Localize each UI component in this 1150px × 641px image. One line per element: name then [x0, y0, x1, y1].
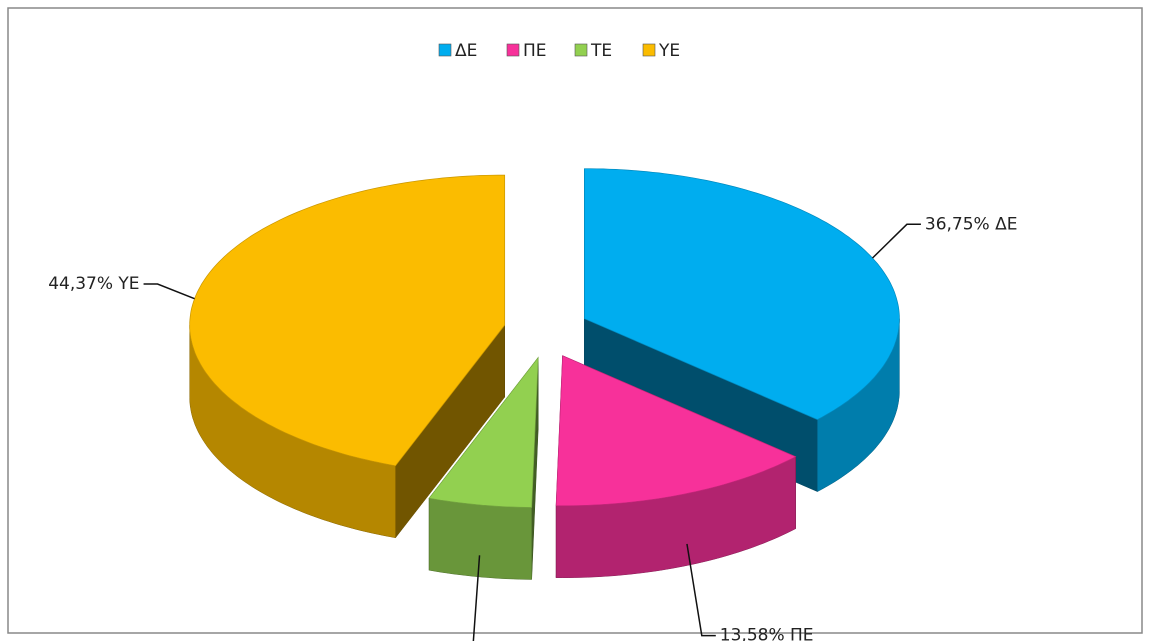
slice-wall — [428, 497, 532, 580]
slice — [189, 174, 506, 467]
leader-line — [686, 543, 716, 637]
data-label: 36,75% ΔΕ — [925, 214, 1018, 234]
legend-swatch — [438, 43, 452, 57]
leader-line — [871, 223, 921, 259]
data-label: 44,37% ΥΕ — [48, 274, 139, 294]
slice — [555, 355, 797, 507]
legend-label: ΠΕ — [523, 41, 547, 61]
data-label: 13,58% ΠΕ — [720, 626, 814, 641]
legend-swatch — [506, 43, 520, 57]
leader-line — [472, 555, 481, 641]
legend-label: ΥΕ — [658, 41, 680, 61]
legend-label: ΔΕ — [455, 41, 477, 61]
leader-line — [143, 283, 195, 300]
legend-label: ΤΕ — [590, 41, 612, 61]
slice — [428, 356, 539, 508]
legend-swatch — [642, 43, 656, 57]
legend-swatch — [574, 43, 588, 57]
